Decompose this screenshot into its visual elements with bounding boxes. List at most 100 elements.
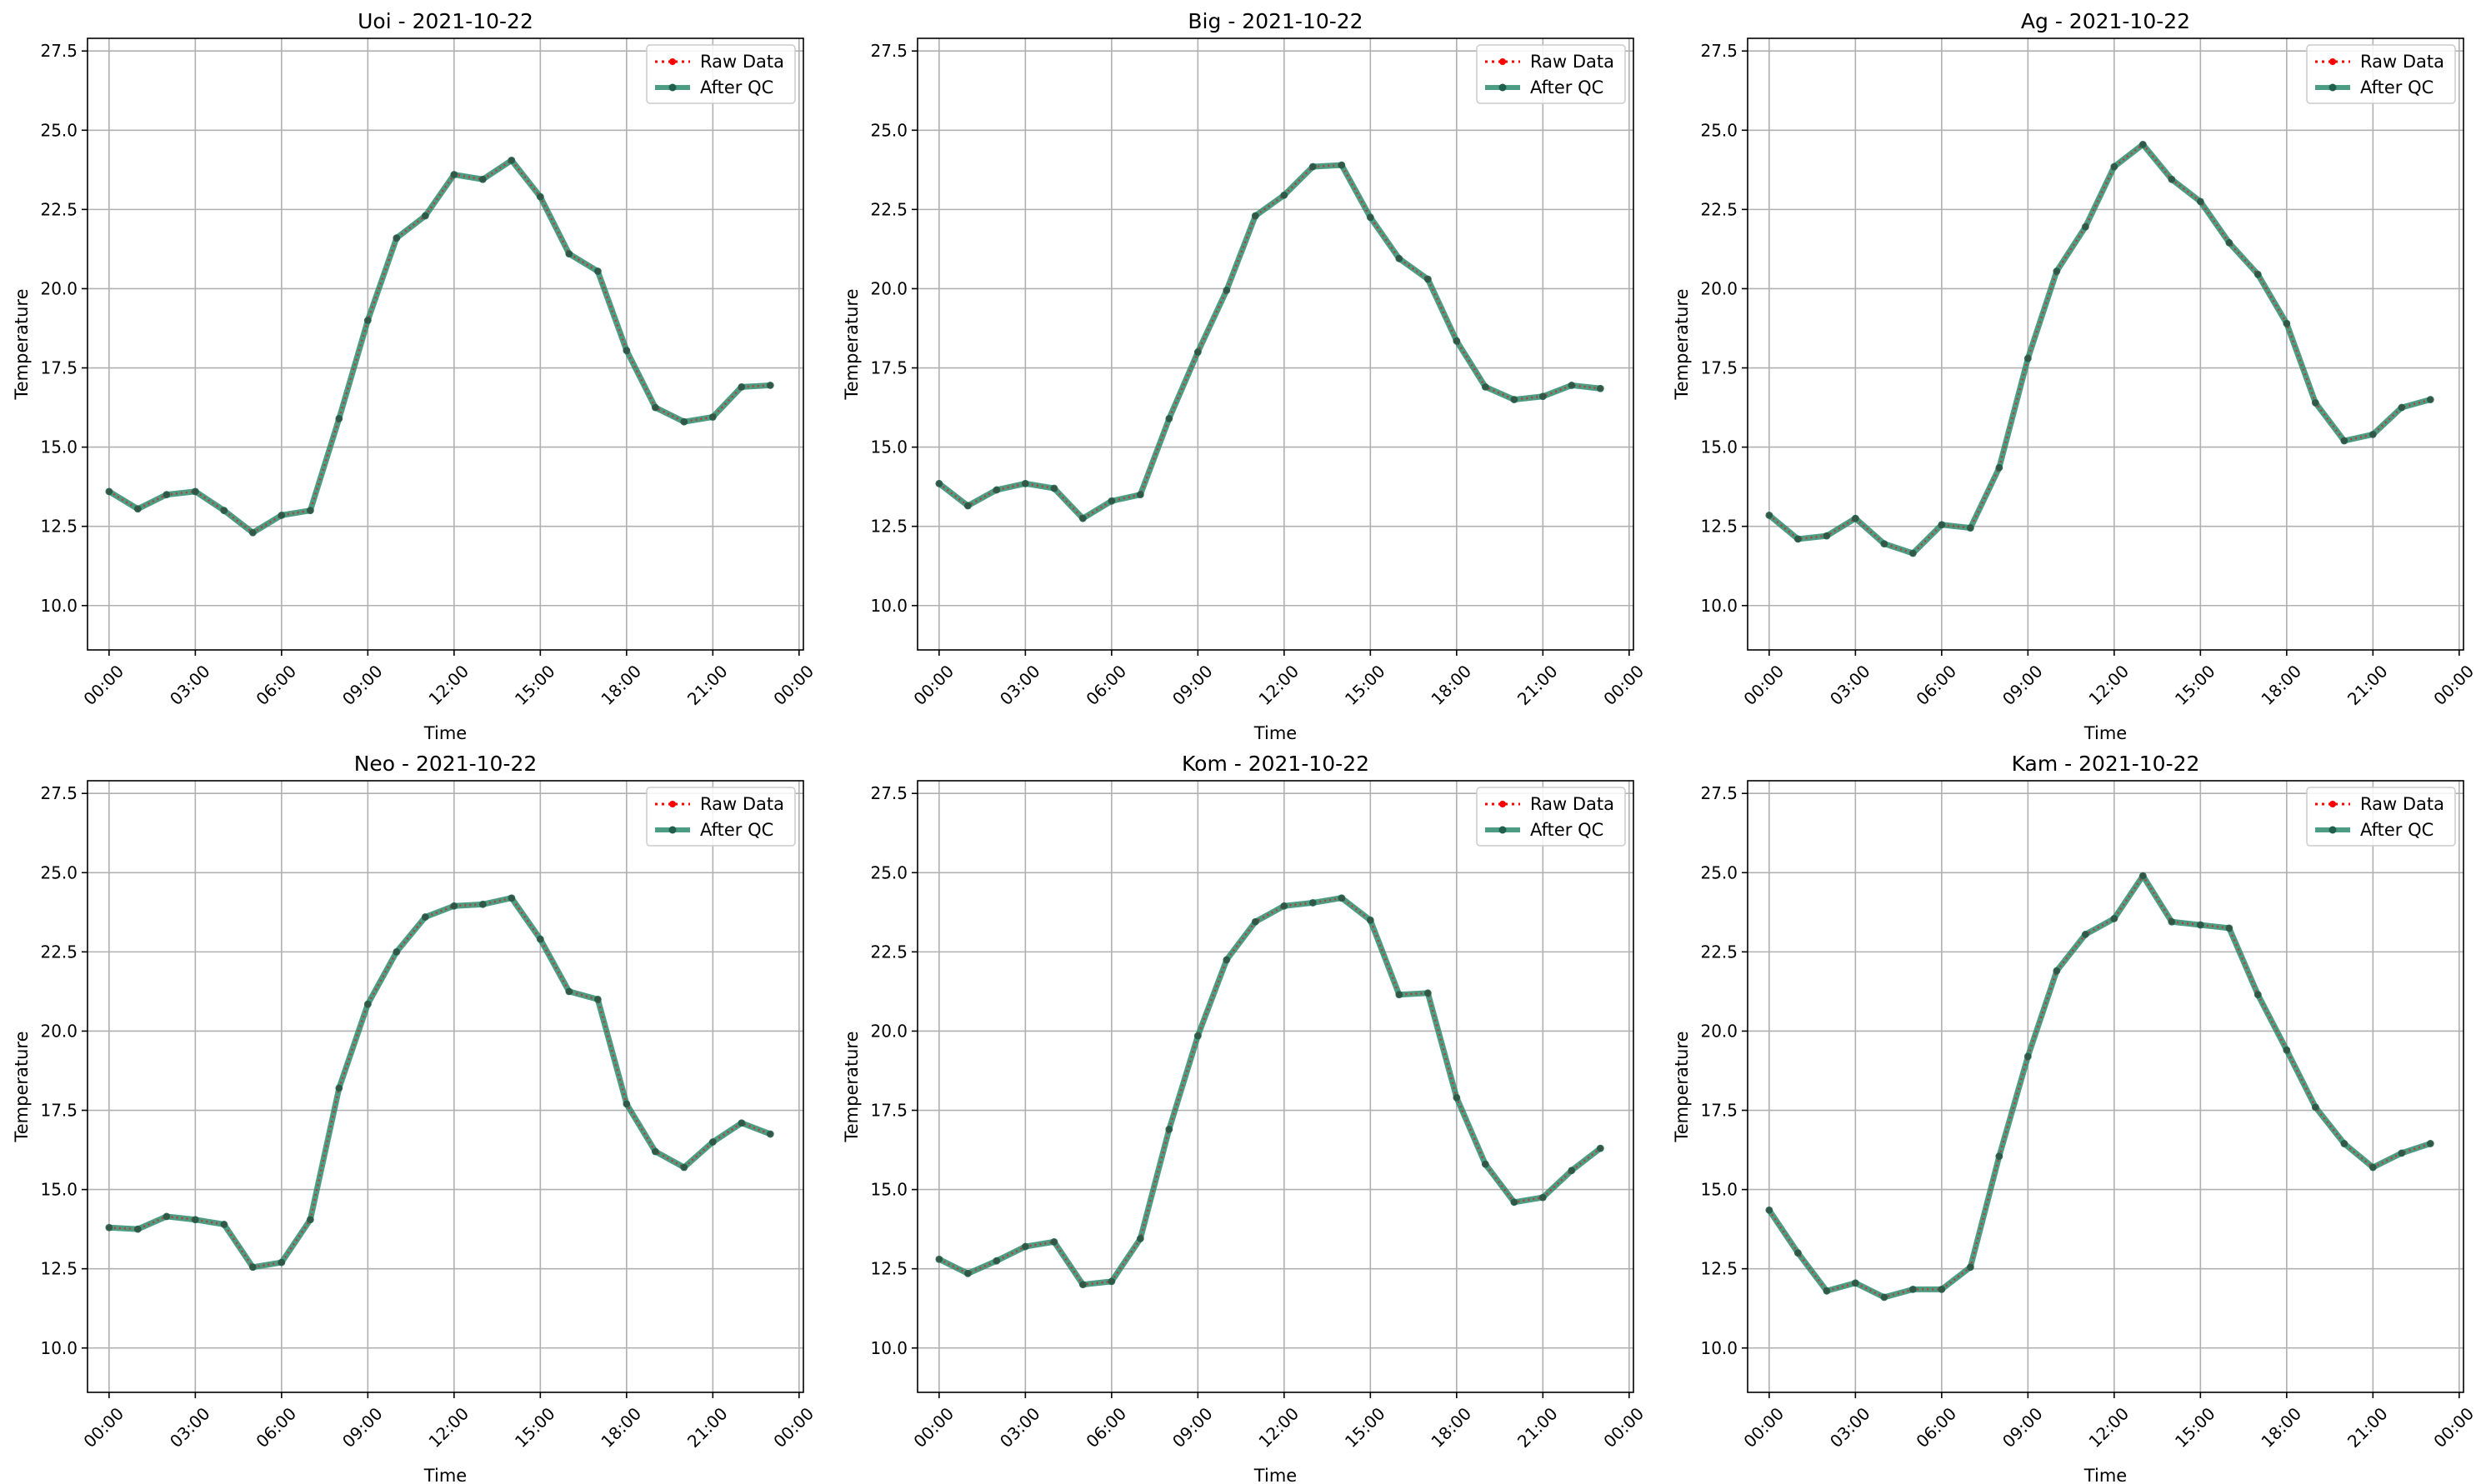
y-tick-label: 25.0 [1700, 120, 1738, 140]
y-tick-label: 12.5 [40, 517, 78, 537]
y-tick-label: 15.0 [40, 437, 78, 457]
x-tick-label: 03:00 [166, 661, 214, 709]
series-line-raw-data [938, 897, 1602, 1287]
after-qc-point [651, 1147, 659, 1156]
after-qc-point [1136, 491, 1144, 499]
after-qc-point [1481, 382, 1489, 391]
chart-title: Uoi - 2021-10-22 [358, 9, 533, 33]
x-tick-label: 00:00 [2429, 661, 2478, 709]
series-line-raw-data [1768, 873, 2431, 1299]
legend-marker-after-qc [2328, 83, 2337, 92]
x-tick-label: 00:00 [1739, 1403, 1788, 1452]
after-qc-point [393, 947, 401, 956]
after-qc-point [1193, 1032, 1202, 1040]
x-tick-label: 00:00 [769, 661, 818, 709]
legend-label-after-qc: After QC [2360, 77, 2433, 97]
x-tick-label: 00:00 [909, 661, 958, 709]
y-axis-label: Temperature [1672, 1031, 1692, 1142]
after-qc-point [738, 382, 746, 391]
y-axis-label: Temperature [12, 288, 32, 400]
y-tick-label: 27.5 [40, 41, 78, 61]
y-tick-label: 15.0 [1700, 1180, 1738, 1200]
after-qc-point [2138, 141, 2147, 148]
after-qc-point [2311, 398, 2319, 407]
y-tick-label: 17.5 [870, 358, 908, 378]
x-tick-label: 12:00 [2084, 661, 2133, 709]
y-tick-label: 27.5 [870, 783, 908, 803]
y-tick-label: 10.0 [1700, 596, 1738, 616]
series-line-after-qc [938, 895, 1603, 1288]
after-qc-point [2340, 1140, 2348, 1147]
y-tick-label: 12.5 [1700, 517, 1738, 537]
after-qc-point [1223, 286, 1231, 294]
x-tick-label: 18:00 [1427, 1403, 1475, 1452]
y-tick-label: 17.5 [1700, 358, 1738, 378]
subplot-3: 10.0 12.5 15.0 17.5 20.0 22.5 25.0 27.5 00:00 03:… [1672, 9, 2478, 743]
y-tick-label: 20.0 [1700, 278, 1738, 298]
after-qc-point [2081, 931, 2089, 938]
legend-marker-after-qc [1498, 826, 1507, 834]
x-tick-label: 09:00 [1168, 1403, 1217, 1452]
y-tick-label: 20.0 [40, 278, 78, 298]
legend-label-after-qc: After QC [700, 77, 773, 97]
after-qc-point [1938, 1285, 1946, 1293]
legend: Raw Data After QC [2306, 44, 2456, 104]
legend: Raw Data After QC [1476, 787, 1626, 847]
after-qc-point [1078, 1281, 1087, 1289]
after-qc-point [2053, 967, 2061, 975]
after-qc-point [738, 1119, 746, 1127]
after-qc-point [623, 347, 631, 355]
legend: Raw Data After QC [2306, 787, 2456, 847]
legend-label-after-qc: After QC [1530, 820, 1603, 840]
after-qc-point [1538, 392, 1547, 401]
after-qc-point [593, 267, 602, 275]
x-tick-label: 00:00 [79, 661, 128, 709]
axes-frame [87, 37, 804, 651]
x-tick-label: 09:00 [338, 661, 387, 709]
series-line-after-qc [1767, 141, 2432, 557]
subplot-1: 10.0 12.5 15.0 17.5 20.0 22.5 25.0 27.5 00:00 03:… [12, 9, 818, 743]
x-tick-label: 21:00 [683, 1403, 732, 1452]
after-qc-point [1338, 161, 1346, 169]
after-qc-point [1165, 414, 1173, 422]
after-qc-point [1908, 1285, 1917, 1293]
x-tick-label: 06:00 [1082, 661, 1130, 709]
x-tick-label: 09:00 [1168, 661, 1217, 709]
after-qc-point [1078, 514, 1087, 522]
y-tick-label: 15.0 [40, 1180, 78, 1200]
chart-title: Kom - 2021-10-22 [1182, 752, 1369, 776]
series-line-raw-data [938, 163, 1601, 520]
x-tick-label: 00:00 [79, 1403, 128, 1452]
after-qc-point [1423, 989, 1432, 997]
after-qc-point [1765, 511, 1773, 519]
after-qc-point [708, 413, 717, 421]
x-tick-label: 21:00 [2343, 661, 2392, 709]
after-qc-point [1880, 1293, 1888, 1302]
y-axis-label: Temperature [842, 288, 862, 400]
after-qc-point [1395, 991, 1403, 999]
y-tick-label: 10.0 [40, 1338, 78, 1358]
x-tick-label: 09:00 [1998, 661, 2047, 709]
after-qc-point [1395, 254, 1403, 262]
chart-title: Big - 2021-10-22 [1188, 9, 1363, 33]
subplot-4: 10.0 12.5 15.0 17.5 20.0 22.5 25.0 27.5 00:00 03:… [12, 752, 818, 1484]
axes-frame [1747, 780, 2464, 1393]
after-qc-point [1510, 1198, 1518, 1207]
legend-label-raw-data: Raw Data [2360, 52, 2444, 72]
after-qc-point [1765, 1206, 1773, 1214]
after-qc-point [1823, 1287, 1831, 1295]
x-axis-label: Time [423, 723, 467, 743]
after-qc-point [105, 1223, 113, 1232]
subplot-5: 10.0 12.5 15.0 17.5 20.0 22.5 25.0 27.5 00:00 03:… [842, 752, 1648, 1484]
after-qc-point [1223, 956, 1231, 964]
chart-title: Neo - 2021-10-22 [354, 752, 538, 776]
after-qc-point [1251, 212, 1259, 220]
y-tick-label: 22.5 [870, 942, 908, 962]
after-qc-point [191, 487, 199, 496]
y-tick-label: 17.5 [1700, 1101, 1738, 1121]
y-tick-label: 20.0 [870, 278, 908, 298]
after-qc-point [1966, 524, 1974, 532]
after-qc-point [1021, 1242, 1029, 1251]
after-qc-point [565, 250, 573, 258]
y-tick-label: 12.5 [870, 517, 908, 537]
